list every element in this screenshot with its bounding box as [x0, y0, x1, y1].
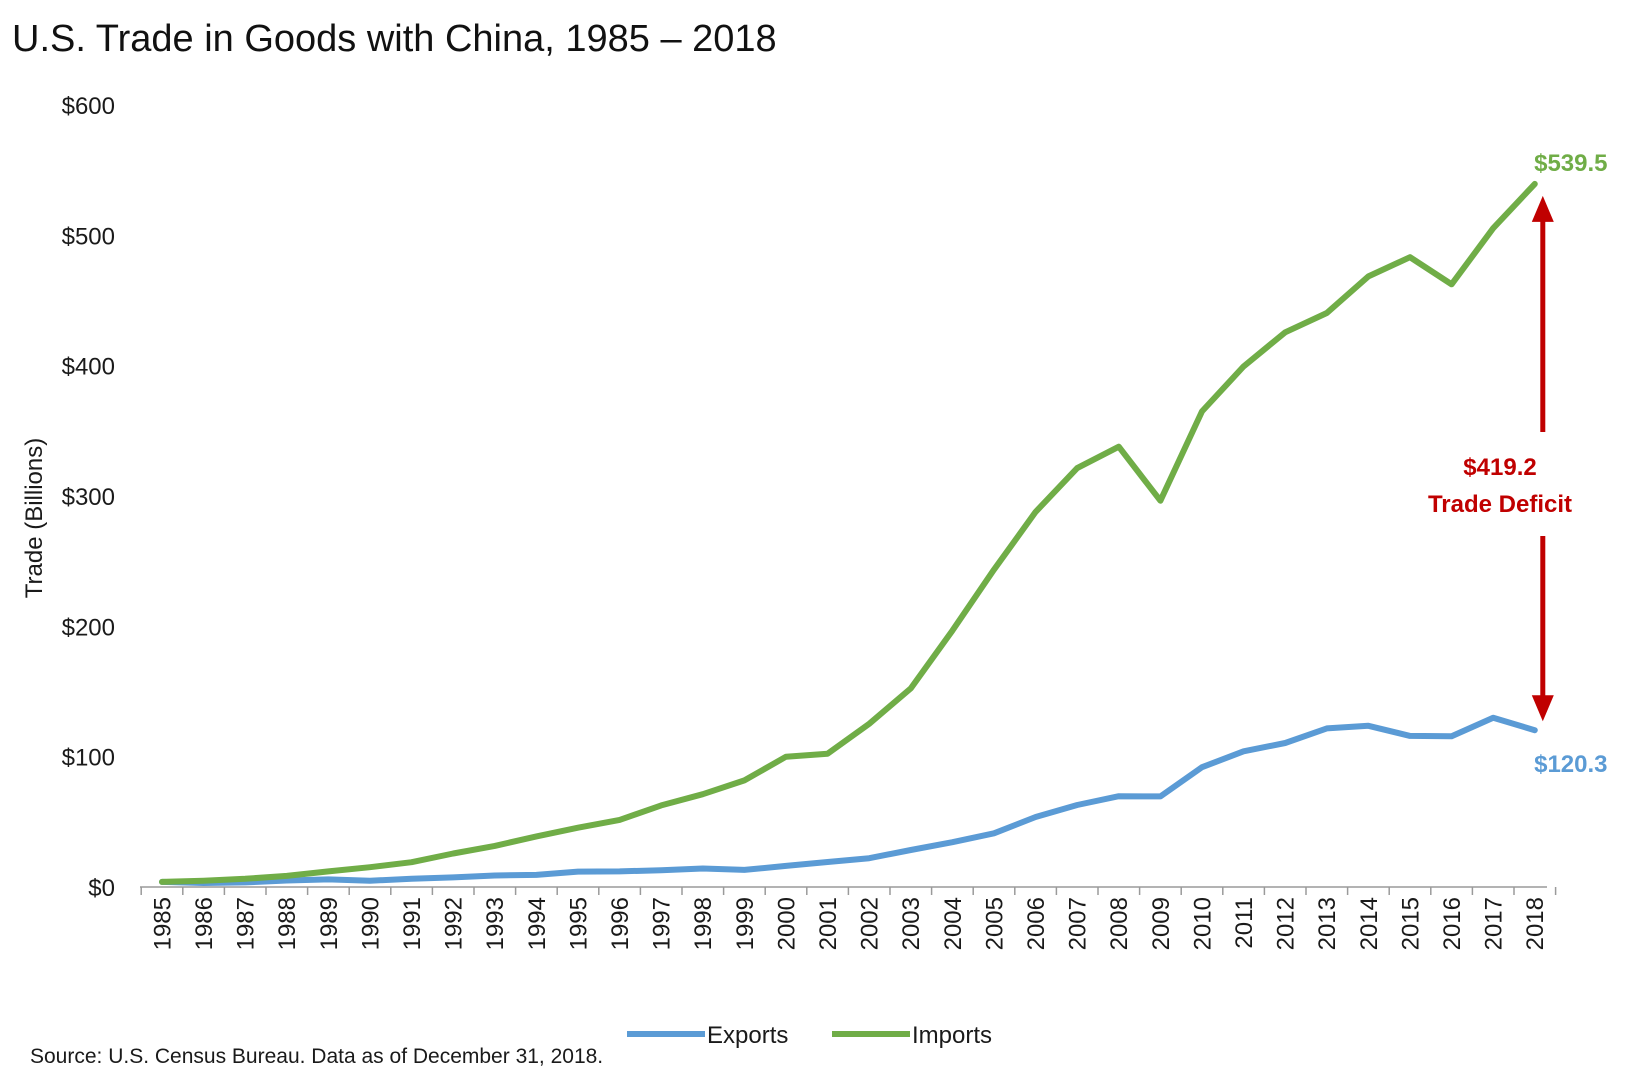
x-tick-label: 2012 — [1273, 897, 1300, 950]
y-axis-title-group: Trade (Billions) — [21, 438, 48, 599]
y-tick-label: $300 — [62, 484, 115, 511]
x-tick-label: 2013 — [1314, 897, 1341, 950]
series-line-imports — [159, 180, 1538, 885]
series-layer — [159, 180, 1538, 886]
x-tick-label: 2010 — [1189, 897, 1216, 950]
x-tick-label: 1988 — [274, 897, 301, 950]
y-tick-label: $100 — [62, 745, 115, 772]
y-tick-label: $500 — [62, 223, 115, 250]
x-tick-label: 1989 — [316, 897, 343, 950]
exports-end-label: $120.3 — [1534, 751, 1607, 778]
x-tick-label: 1994 — [524, 897, 551, 950]
x-tick-label: 1998 — [690, 897, 717, 950]
deficit-arrow-down-head — [1531, 695, 1554, 722]
x-tick-label: 1993 — [482, 897, 509, 950]
x-tick-label: 2007 — [1065, 897, 1092, 950]
x-tick-label: 2006 — [1023, 897, 1050, 950]
annotation-layer: $539.5 $120.3 $419.2 Trade Deficit — [1428, 150, 1608, 778]
x-tick-label: 2018 — [1522, 897, 1549, 950]
y-tick-label: $400 — [62, 354, 115, 381]
x-tick-label: 2015 — [1397, 897, 1424, 950]
x-tick-label: 2011 — [1231, 897, 1258, 949]
x-tick-label: 1992 — [441, 897, 468, 950]
x-tick-label: 1991 — [399, 897, 426, 950]
deficit-label: Trade Deficit — [1428, 491, 1572, 518]
y-tick-label: $0 — [88, 875, 115, 902]
x-tick-label: 1986 — [191, 897, 218, 950]
x-tick-label: 2017 — [1481, 897, 1508, 950]
y-tick-label: $200 — [62, 614, 115, 641]
series-line-exports — [159, 714, 1538, 886]
y-tick-label: $600 — [62, 93, 115, 120]
y-axis-ticks: $0 $100 $200 $300 $400 $500 $600 — [62, 93, 115, 902]
source-note: Source: U.S. Census Bureau. Data as of D… — [30, 1045, 604, 1068]
x-tick-label: 1996 — [607, 897, 634, 950]
imports-end-label: $539.5 — [1534, 150, 1607, 177]
y-axis-title: Trade (Billions) — [21, 438, 48, 599]
x-tick-label: 2005 — [981, 897, 1008, 950]
legend-label-imports: Imports — [912, 1022, 992, 1049]
x-tick-label: 2004 — [940, 897, 967, 950]
x-tick-label: 2003 — [898, 897, 925, 950]
deficit-arrow-up-head — [1531, 195, 1554, 222]
x-tick-label: 2001 — [815, 897, 842, 950]
x-tick-label: 2002 — [857, 897, 884, 950]
x-tick-label: 2008 — [1106, 897, 1133, 950]
chart-title: U.S. Trade in Goods with China, 1985 – 2… — [12, 18, 777, 60]
x-axis: 1985 1986 1987 1988 1989 1990 1991 1992 1993 1994… — [140, 886, 1557, 950]
legend: Exports Imports — [627, 1022, 992, 1049]
x-tick-label: 2009 — [1148, 897, 1175, 950]
legend-label-exports: Exports — [707, 1022, 788, 1049]
x-tick-label: 2014 — [1356, 897, 1383, 950]
x-tick-label: 1987 — [233, 897, 260, 950]
x-tick-label: 1997 — [649, 897, 676, 950]
x-tick-label: 1985 — [149, 897, 176, 950]
x-tick-label: 1990 — [357, 897, 384, 950]
deficit-value: $419.2 — [1463, 454, 1536, 481]
x-tick-label: 1999 — [732, 897, 759, 950]
x-tick-label: 1995 — [565, 897, 592, 950]
x-tick-label: 2000 — [773, 897, 800, 950]
x-tick-label: 2016 — [1439, 897, 1466, 950]
